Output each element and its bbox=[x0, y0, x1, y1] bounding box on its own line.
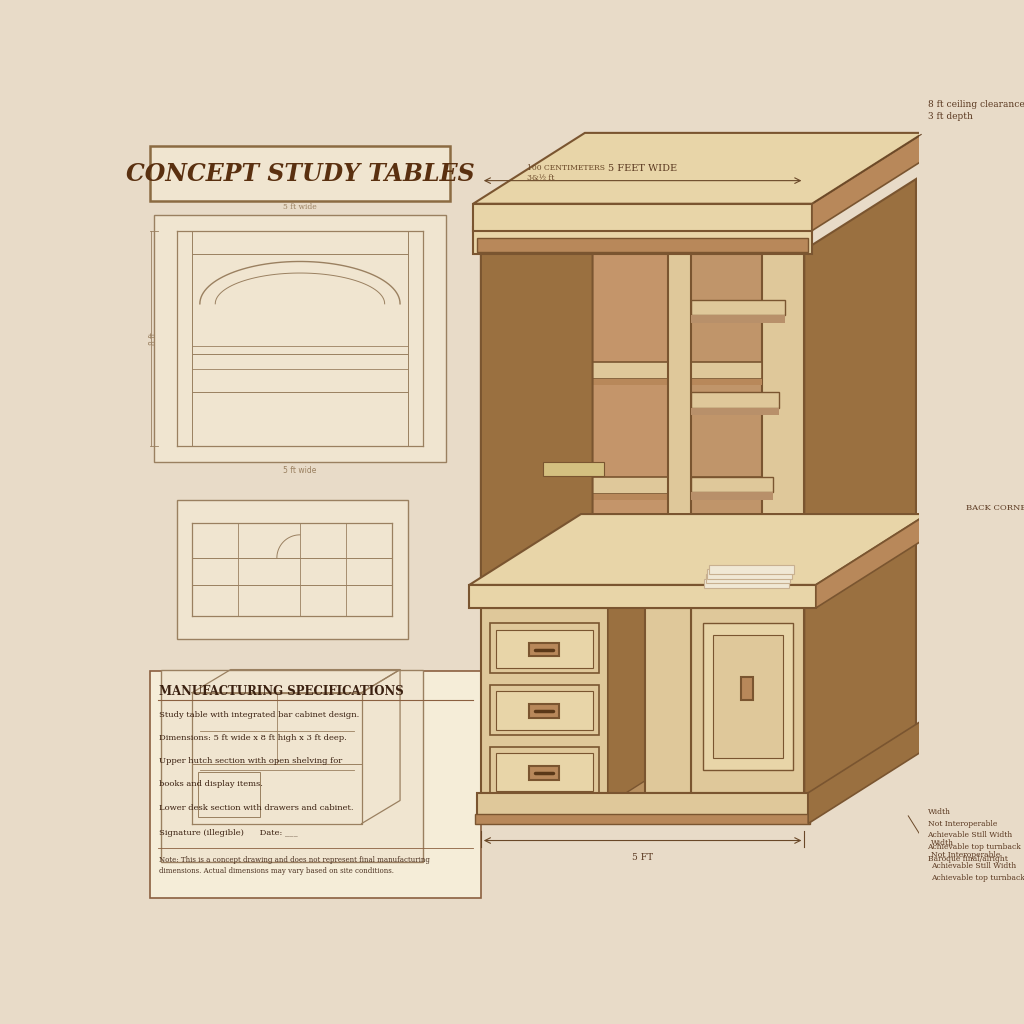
Bar bbox=[477, 239, 808, 252]
Text: Signature (illegible)      Date: ___: Signature (illegible) Date: ___ bbox=[159, 829, 298, 837]
Bar bbox=[691, 392, 779, 408]
Bar bbox=[708, 569, 792, 579]
Bar bbox=[762, 250, 804, 585]
Text: 8 ft ceiling clearance
3 ft depth: 8 ft ceiling clearance 3 ft depth bbox=[928, 100, 1024, 121]
Bar bbox=[523, 494, 762, 500]
Polygon shape bbox=[484, 728, 920, 799]
Bar bbox=[741, 677, 754, 700]
Polygon shape bbox=[608, 538, 720, 804]
Polygon shape bbox=[481, 179, 593, 585]
Text: 5 FT: 5 FT bbox=[632, 853, 653, 862]
Bar bbox=[490, 624, 599, 674]
Text: CONCEPT STUDY TABLES: CONCEPT STUDY TABLES bbox=[126, 162, 474, 185]
Bar bbox=[608, 608, 645, 793]
Bar bbox=[705, 579, 788, 588]
Bar bbox=[490, 685, 599, 735]
Bar bbox=[490, 746, 599, 797]
Text: 100 CENTIMETERS
3&½ ft: 100 CENTIMETERS 3&½ ft bbox=[527, 165, 605, 182]
Bar bbox=[523, 477, 762, 494]
Polygon shape bbox=[473, 133, 924, 204]
Bar bbox=[691, 477, 773, 493]
Text: Study table with integrated bar cabinet design.: Study table with integrated bar cabinet … bbox=[159, 711, 359, 719]
Bar bbox=[691, 608, 804, 793]
Polygon shape bbox=[469, 585, 816, 608]
Text: 8 ft: 8 ft bbox=[148, 332, 158, 345]
Bar bbox=[150, 671, 481, 898]
Bar bbox=[475, 814, 810, 823]
Bar bbox=[199, 772, 260, 817]
Text: 5 ft wide: 5 ft wide bbox=[283, 203, 316, 211]
Bar bbox=[481, 250, 523, 585]
Bar bbox=[691, 408, 779, 416]
Text: 5 FEET WIDE: 5 FEET WIDE bbox=[608, 164, 677, 173]
Bar bbox=[481, 250, 804, 585]
Text: books and display items.: books and display items. bbox=[159, 780, 263, 788]
Bar bbox=[477, 793, 808, 816]
Polygon shape bbox=[808, 722, 920, 823]
Bar bbox=[497, 630, 593, 668]
Bar bbox=[709, 565, 794, 574]
Bar bbox=[691, 300, 785, 315]
Text: Upper hutch section with open shelving for: Upper hutch section with open shelving f… bbox=[159, 758, 342, 765]
Bar bbox=[528, 643, 559, 656]
Bar bbox=[497, 691, 593, 730]
Bar bbox=[668, 250, 691, 585]
Text: BACK CORNER: BACK CORNER bbox=[966, 504, 1024, 512]
Bar bbox=[543, 462, 604, 475]
Polygon shape bbox=[804, 179, 915, 585]
Bar bbox=[528, 766, 559, 779]
Polygon shape bbox=[804, 538, 915, 804]
Bar bbox=[691, 315, 785, 324]
Bar bbox=[162, 670, 423, 862]
Bar bbox=[528, 705, 559, 718]
Text: Width
Not Interoperable
Achievable Still Width
Achievable top turnback: Width Not Interoperable Achievable Still… bbox=[932, 839, 1024, 882]
Bar bbox=[150, 146, 451, 202]
Text: Width
Not Interoperable
Achievable Still Width
Achievable top turnback
Baroque f: Width Not Interoperable Achievable Still… bbox=[928, 808, 1021, 862]
Bar bbox=[481, 608, 608, 793]
Text: 5 ft wide: 5 ft wide bbox=[284, 466, 316, 474]
Bar bbox=[691, 493, 773, 500]
Polygon shape bbox=[816, 514, 928, 608]
Text: Front View: Front View bbox=[274, 193, 326, 202]
Bar bbox=[154, 215, 446, 462]
Polygon shape bbox=[469, 514, 928, 585]
Bar bbox=[702, 624, 793, 770]
Bar bbox=[645, 608, 691, 793]
Text: MANUFACTURING SPECIFICATIONS: MANUFACTURING SPECIFICATIONS bbox=[159, 685, 403, 698]
Bar bbox=[713, 635, 782, 758]
Bar bbox=[177, 500, 408, 639]
Bar bbox=[706, 574, 791, 584]
Polygon shape bbox=[812, 133, 924, 230]
Bar bbox=[523, 361, 762, 379]
Bar bbox=[473, 227, 812, 254]
Text: Dimensions: 5 ft wide x 8 ft high x 3 ft deep.: Dimensions: 5 ft wide x 8 ft high x 3 ft… bbox=[159, 734, 347, 742]
Text: Note: This is a concept drawing and does not represent final manufacturing
dimen: Note: This is a concept drawing and does… bbox=[159, 856, 430, 874]
Text: Lower desk section with drawers and cabinet.: Lower desk section with drawers and cabi… bbox=[159, 804, 353, 812]
Bar bbox=[497, 753, 593, 792]
Bar bbox=[523, 379, 762, 385]
Bar bbox=[473, 204, 812, 230]
Bar bbox=[691, 250, 762, 585]
